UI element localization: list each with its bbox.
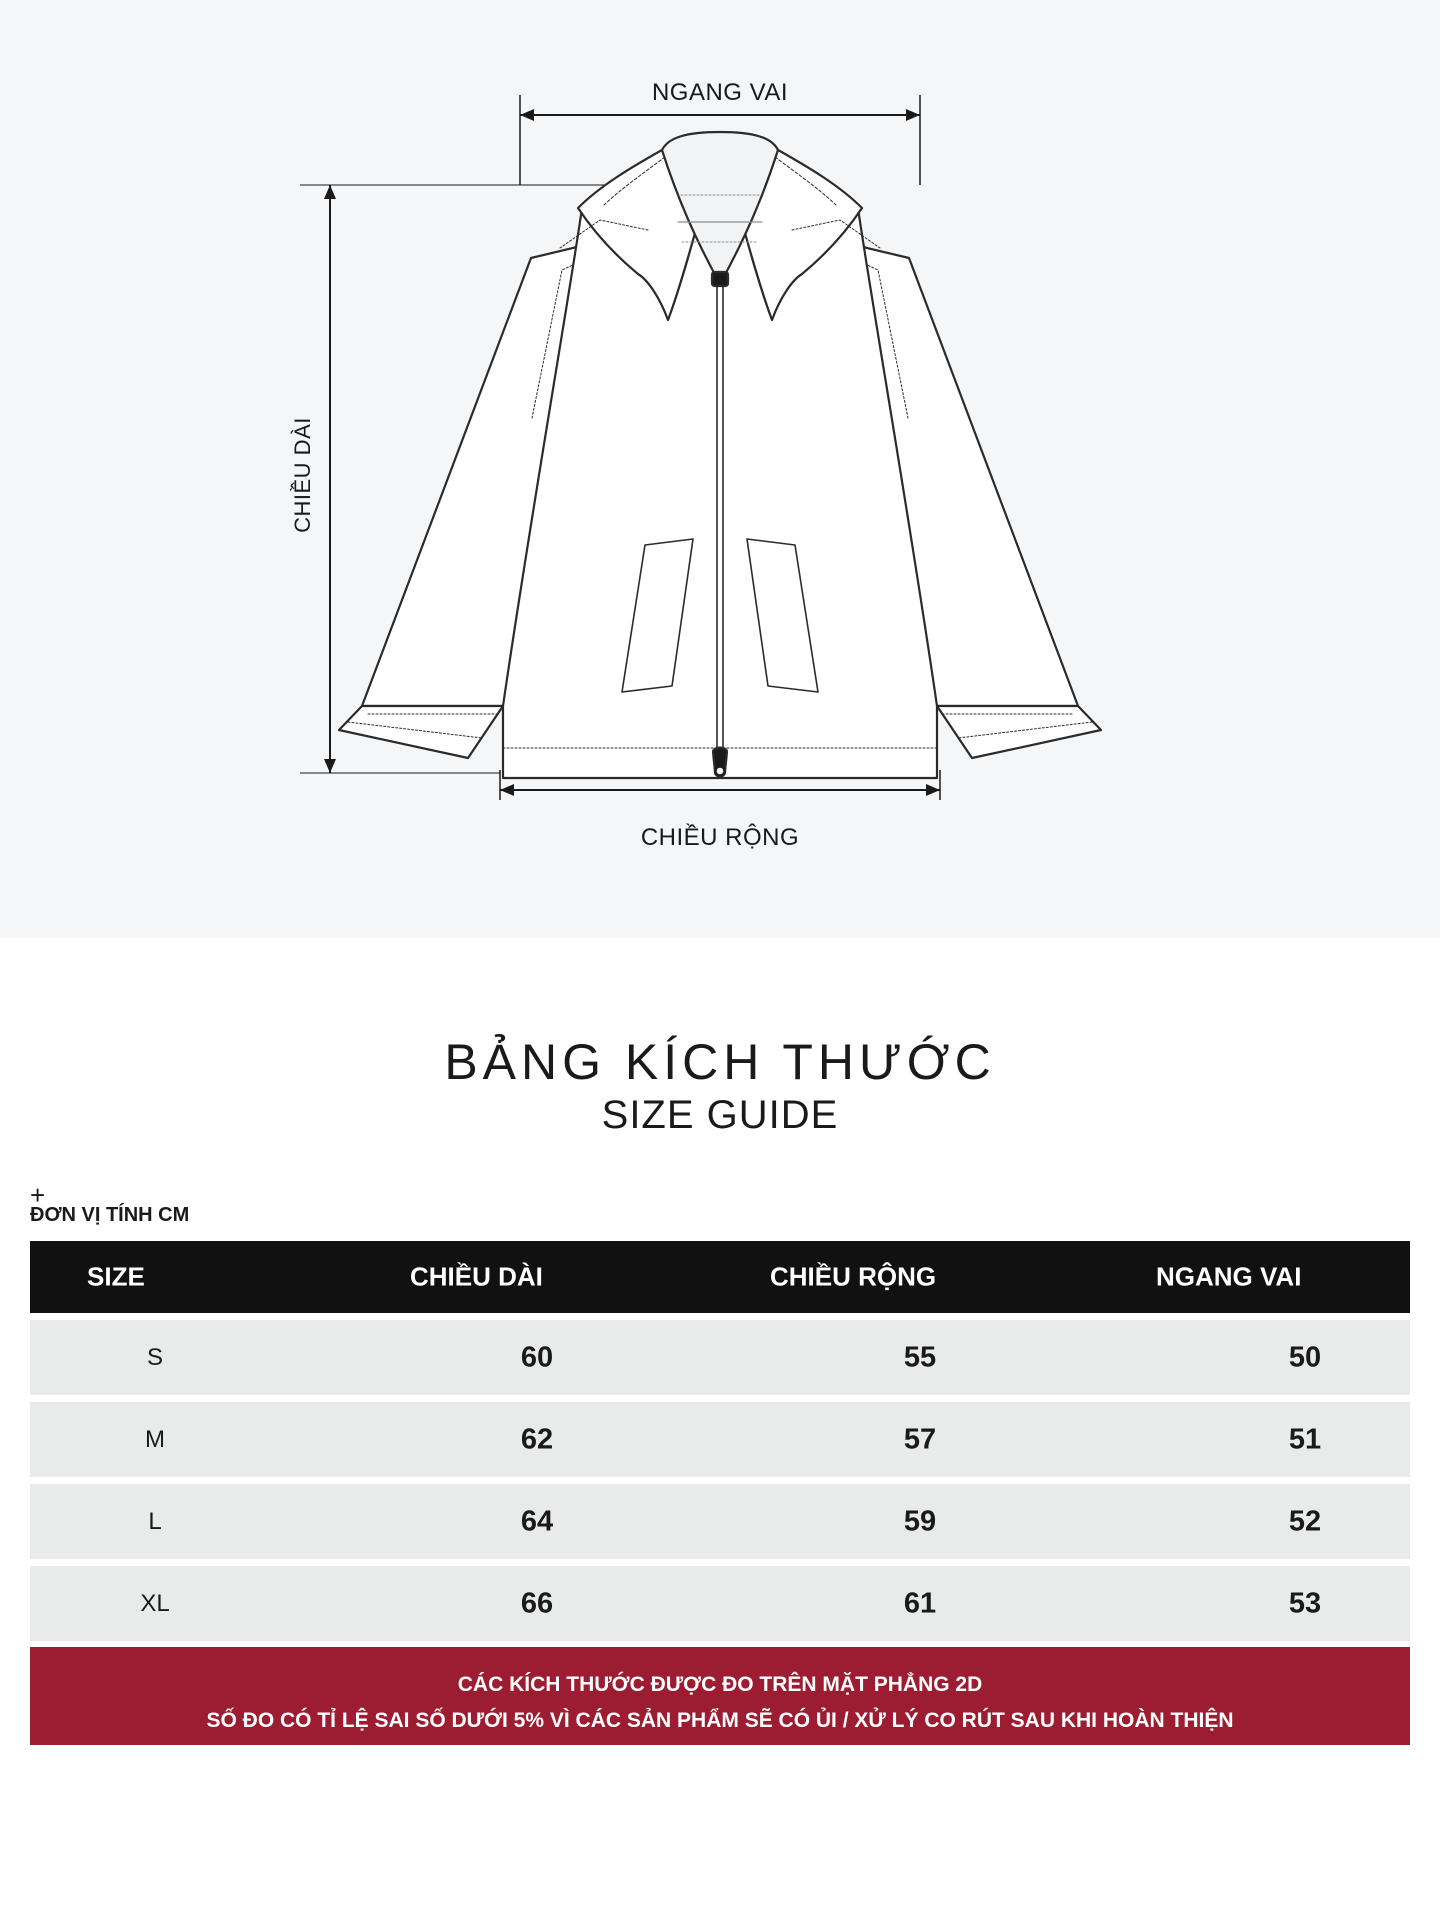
svg-text:NGANG VAI: NGANG VAI	[652, 79, 788, 106]
svg-text:CHIỀU DÀI: CHIỀU DÀI	[290, 417, 315, 533]
svg-text:CHIỀU RỘNG: CHIỀU RỘNG	[641, 823, 799, 851]
